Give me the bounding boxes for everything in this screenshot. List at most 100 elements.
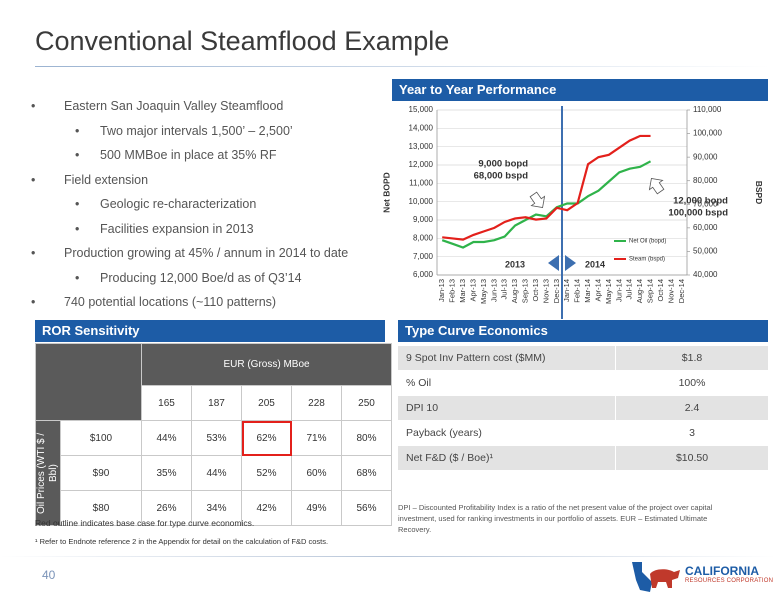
x-tick-label: Jan-14 — [562, 279, 571, 302]
ror-value: 44% — [191, 455, 242, 491]
x-tick-label: Mar-14 — [583, 279, 592, 303]
y2-tick-label: 110,000 — [693, 105, 722, 114]
bullet-list: Eastern San Joaquin Valley SteamfloodTwo… — [28, 94, 388, 315]
y-tick-label: 12,000 — [409, 160, 434, 169]
column-label: 205 — [241, 385, 292, 421]
arrow-left — [548, 255, 559, 271]
sub-bullet: Producing 12,000 Boe/d as of Q3’14 — [28, 266, 388, 291]
arrow-down — [529, 191, 546, 209]
bullet: Production growing at 45% / annum in 201… — [28, 241, 388, 266]
y2-axis-label: BSPD — [754, 181, 764, 205]
table-row: Oil Prices (WTI $ / Bbl) $100 44% 53% 62% 71%… — [35, 420, 392, 526]
table-row: Payback (years) 3 — [398, 420, 768, 446]
column-label: 187 — [191, 385, 242, 421]
ror-value: 60% — [291, 455, 342, 491]
price-label: $100 — [60, 420, 142, 456]
y2-tick-label: 50,000 — [693, 247, 718, 256]
tc-label: Net F&D ($ / Boe)¹ — [398, 445, 616, 471]
bullet: Field extension — [28, 168, 388, 193]
x-tick-label: Nov-14 — [666, 279, 675, 303]
sub-bullet: Geologic re-characterization — [28, 192, 388, 217]
bullet: 740 potential locations (~110 patterns) — [28, 290, 388, 315]
x-tick-label: Jun-14 — [614, 279, 623, 302]
ror-value: 26% — [141, 490, 192, 526]
annotation: 2014 — [585, 259, 605, 269]
sub-bullet: 500 MMBoe in place at 35% RF — [28, 143, 388, 168]
ror-value: 62% — [241, 420, 292, 456]
x-tick-label: Nov-13 — [541, 279, 550, 303]
footer-rule — [0, 556, 776, 557]
x-tick-label: Jun-13 — [489, 279, 498, 302]
y2-tick-label: 90,000 — [693, 152, 718, 161]
price-label: $80 — [60, 490, 142, 526]
x-tick-label: May-13 — [479, 279, 488, 304]
logo-icon — [632, 562, 680, 592]
sub-bullet: Two major intervals 1,500’ – 2,500’ — [28, 119, 388, 144]
price-label: $90 — [60, 455, 142, 491]
annotation: 100,000 bspd — [668, 208, 728, 219]
y-tick-label: 7,000 — [413, 252, 434, 261]
y2-tick-label: 70,000 — [693, 199, 718, 208]
ror-value: 71% — [291, 420, 342, 456]
y-tick-label: 13,000 — [409, 142, 434, 151]
column-label: 165 — [141, 385, 192, 421]
ror-value: 42% — [241, 490, 292, 526]
x-tick-label: Feb-14 — [573, 279, 582, 303]
corner-cell — [35, 343, 142, 421]
ror-value: 44% — [141, 420, 192, 456]
annotation: 2013 — [505, 259, 525, 269]
ror-value: 53% — [191, 420, 242, 456]
x-tick-label: Oct-14 — [656, 279, 665, 302]
footnote: ¹ Refer to Endnote reference 2 in the Ap… — [35, 537, 329, 546]
y2-tick-label: 100,000 — [693, 129, 722, 138]
ror-table: EUR (Gross) MBoe 165 187 205 228 250 Oil Price… — [35, 343, 392, 526]
annotation: 9,000 bopd — [478, 159, 528, 170]
ror-value: 80% — [341, 420, 392, 456]
x-tick-label: Sep-13 — [521, 279, 530, 303]
table-row: 165 187 205 228 250 — [36, 385, 392, 421]
x-tick-label: Feb-13 — [448, 279, 457, 303]
table-row: $90 35% 44% 52% 60% 68% — [36, 455, 392, 491]
x-tick-label: May-14 — [604, 279, 613, 304]
legend-label: Net Oil (bopd) — [629, 239, 666, 245]
x-tick-label: Aug-13 — [510, 279, 519, 303]
type-curve-note: DPI – Discounted Profitability Index is … — [398, 503, 713, 534]
x-tick-label: Aug-14 — [635, 279, 644, 303]
type-curve-table: 9 Spot Inv Pattern cost ($MM) $1.8% Oil 10… — [398, 346, 768, 471]
annotation: 12,000 bopd — [673, 196, 728, 207]
row-header: Oil Prices (WTI $ / Bbl) — [36, 432, 59, 514]
arrow-right — [565, 255, 576, 271]
ror-header: ROR Sensitivity — [35, 320, 385, 342]
ror-value: 49% — [291, 490, 342, 526]
bullet: Eastern San Joaquin Valley Steamflood — [28, 94, 388, 119]
y2-tick-label: 80,000 — [693, 176, 718, 185]
logo-tagline: RESOURCES CORPORATION — [685, 578, 774, 584]
chart: 6,000 7,000 8,000 9,000 10,000 11,000 12,000 13… — [381, 105, 764, 319]
legend-label: Steam (bspd) — [629, 257, 665, 263]
x-tick-label: Apr-13 — [468, 279, 477, 302]
x-tick-label: Apr-14 — [593, 279, 602, 302]
page-number: 40 — [42, 568, 56, 582]
slide-title: Conventional Steamflood Example — [35, 26, 450, 56]
title-rule — [35, 66, 770, 67]
tc-value: 2.4 — [615, 395, 768, 421]
x-tick-label: Jan-13 — [437, 279, 446, 302]
ror-value: 52% — [241, 455, 292, 491]
x-tick-label: Sep-14 — [646, 279, 655, 303]
tc-label: % Oil — [398, 370, 616, 396]
y-axis-label: Net BOPD — [381, 172, 391, 213]
y-tick-label: 9,000 — [413, 215, 434, 224]
tc-value: $10.50 — [615, 445, 768, 471]
y-tick-label: 6,000 — [413, 270, 434, 279]
y-tick-label: 8,000 — [413, 233, 434, 242]
ror-value: 68% — [341, 455, 392, 491]
tc-value: 100% — [615, 370, 768, 396]
x-tick-label: Dec-14 — [677, 279, 686, 303]
sub-bullet: Facilities expansion in 2013 — [28, 217, 388, 242]
logo-name: CALIFORNIA — [685, 564, 759, 578]
row-header-cell: Oil Prices (WTI $ / Bbl) — [35, 420, 61, 526]
y2-tick-label: 40,000 — [693, 270, 718, 279]
ror-note: Red outline indicates base case for type… — [35, 518, 255, 528]
chart-header: Year to Year Performance — [392, 79, 768, 101]
y-tick-label: 14,000 — [409, 123, 434, 132]
